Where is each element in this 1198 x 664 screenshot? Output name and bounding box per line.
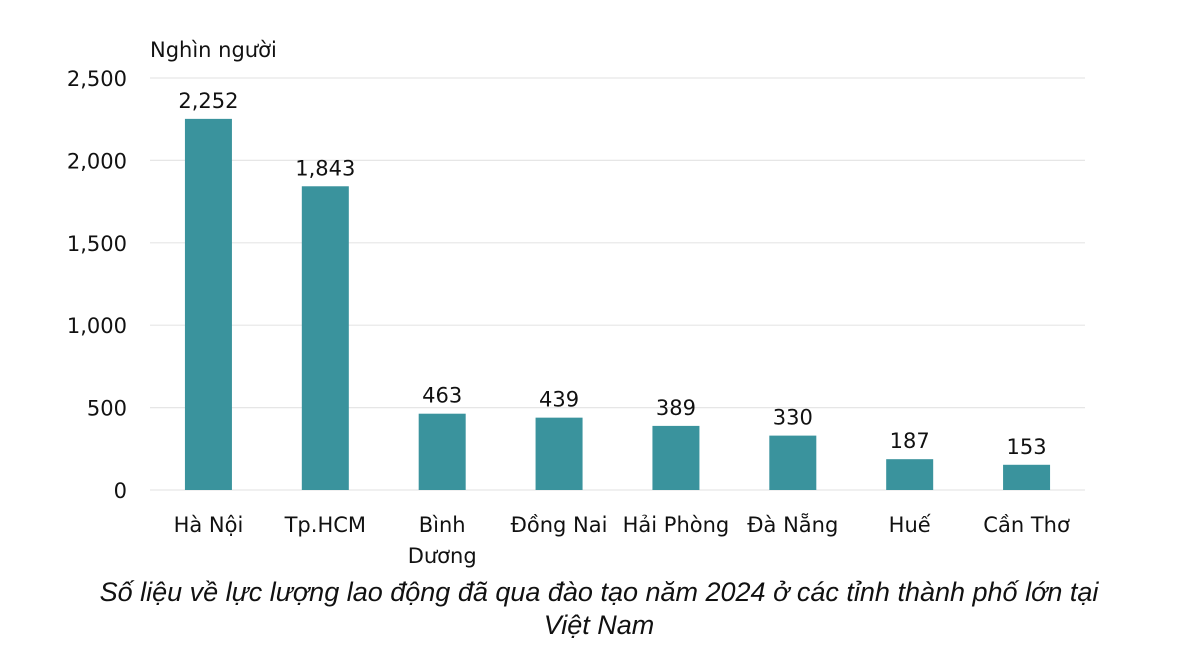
bar-chart: 0 500 1,000 1,500 2,000 2,500 2,252 1,843 463 43… — [67, 67, 1085, 568]
y-tick-label: 1,000 — [67, 314, 127, 338]
x-tick-label: Bình Dương — [408, 513, 477, 568]
bar — [886, 459, 934, 490]
x-tick-label: Đà Nẵng — [747, 512, 838, 537]
data-label: 2,252 — [178, 89, 238, 113]
x-tick-label: Đồng Nai — [511, 513, 608, 537]
y-axis-tick-labels: 0 500 1,000 1,500 2,000 2,500 — [67, 67, 127, 503]
data-label: 1,843 — [295, 156, 355, 180]
x-tick-label: Huế — [889, 513, 931, 537]
data-label: 187 — [890, 429, 930, 453]
caption-line-2: Việt Nam — [543, 610, 655, 640]
x-tick-label: Hải Phòng — [623, 513, 730, 537]
data-label: 389 — [656, 396, 696, 420]
x-axis-tick-labels: Hà Nội Tp.HCM Bình Dương Đồng Nai Hải Phòng Đà… — [174, 512, 1070, 568]
x-tick-label: Tp.HCM — [284, 513, 366, 537]
x-tick-label: Hà Nội — [174, 513, 244, 537]
bar — [652, 425, 700, 490]
bar — [1003, 464, 1051, 490]
y-tick-label: 2,500 — [67, 67, 127, 91]
x-tick-label: Cần Thơ — [983, 513, 1070, 537]
y-tick-label: 1,500 — [67, 232, 127, 256]
caption-line-1: Số liệu về lực lượng lao động đã qua đào… — [99, 577, 1099, 607]
gridlines — [150, 77, 1085, 491]
y-tick-label: 2,000 — [67, 149, 127, 173]
data-label: 439 — [539, 388, 579, 412]
bars — [184, 118, 1051, 491]
bar — [535, 417, 583, 490]
bar — [184, 118, 232, 491]
data-label: 153 — [1007, 435, 1047, 459]
chart-caption: Số liệu về lực lượng lao động đã qua đào… — [0, 576, 1198, 642]
y-tick-label: 500 — [87, 397, 127, 421]
y-axis-unit-label: Nghìn người — [150, 38, 277, 62]
bar — [418, 413, 466, 490]
bar — [301, 186, 349, 490]
data-labels: 2,252 1,843 463 439 389 330 187 153 — [178, 89, 1046, 459]
y-tick-label: 0 — [114, 479, 127, 503]
data-label: 463 — [422, 384, 462, 408]
data-label: 330 — [773, 406, 813, 430]
bar — [769, 435, 817, 490]
